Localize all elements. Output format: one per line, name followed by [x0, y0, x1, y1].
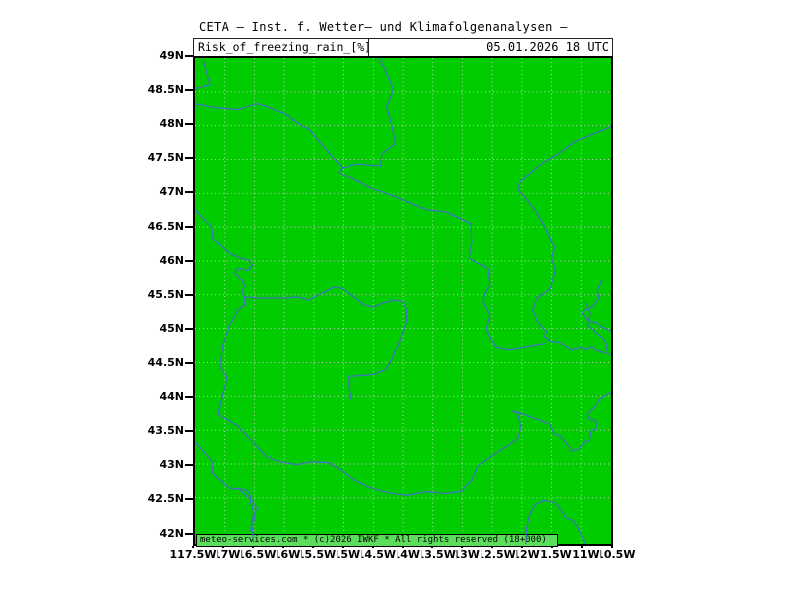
- lat-tick-label: 44N: [159, 390, 184, 404]
- lon-tick-label: 111W: [563, 548, 601, 561]
- lat-tick-label: 46N: [159, 253, 184, 267]
- lat-tick: [185, 123, 193, 126]
- lat-tick: [185, 225, 193, 228]
- lat-tick: [185, 157, 193, 160]
- lat-tick: [185, 259, 193, 262]
- lat-tick-label: 49N: [159, 49, 184, 62]
- lat-tick: [185, 89, 193, 92]
- lat-tick-label: 47N: [159, 185, 184, 199]
- lon-tick-label: 117.5W: [168, 548, 218, 561]
- lat-tick: [185, 498, 193, 501]
- product-name: Risk_of_freezing_rain_[%]: [194, 39, 369, 56]
- page-title: CETA – Inst. f. Wetter– und Klimafolgena…: [199, 20, 568, 34]
- lat-tick: [185, 396, 193, 399]
- lat-tick-label: 48.5N: [147, 83, 184, 97]
- lat-tick-label: 43.5N: [147, 424, 184, 438]
- lat-tick-label: 42N: [159, 526, 184, 540]
- lat-tick-label: 46.5N: [147, 219, 184, 233]
- lat-tick-label: 44.5N: [147, 356, 184, 369]
- lat-tick-label: 45N: [159, 321, 184, 335]
- lat-tick-label: 43N: [159, 458, 184, 472]
- lat-tick-label: 45.5N: [147, 287, 184, 301]
- map-canvas: meteo-services.com * (c)2026 IWKF * All …: [193, 56, 613, 547]
- grid-lines: [195, 58, 611, 544]
- lat-tick: [185, 293, 193, 296]
- lat-tick-label: 42.5N: [147, 492, 184, 506]
- lat-tick: [185, 327, 193, 330]
- lat-tick: [185, 532, 193, 535]
- lon-tick-label: 11.5W: [531, 548, 573, 561]
- lat-tick: [185, 55, 193, 57]
- lat-tick-label: 47.5N: [147, 151, 184, 165]
- valid-datetime: 05.01.2026 18 UTC: [486, 40, 609, 54]
- copyright-bar: meteo-services.com * (c)2026 IWKF * All …: [196, 534, 558, 547]
- lat-tick: [185, 464, 193, 467]
- lat-tick: [185, 362, 193, 364]
- lat-tick: [185, 430, 193, 433]
- product-bar: Risk_of_freezing_rain_[%] 05.01.2026 18 …: [193, 38, 613, 57]
- lat-tick: [185, 191, 193, 194]
- lat-tick-label: 48N: [159, 117, 184, 131]
